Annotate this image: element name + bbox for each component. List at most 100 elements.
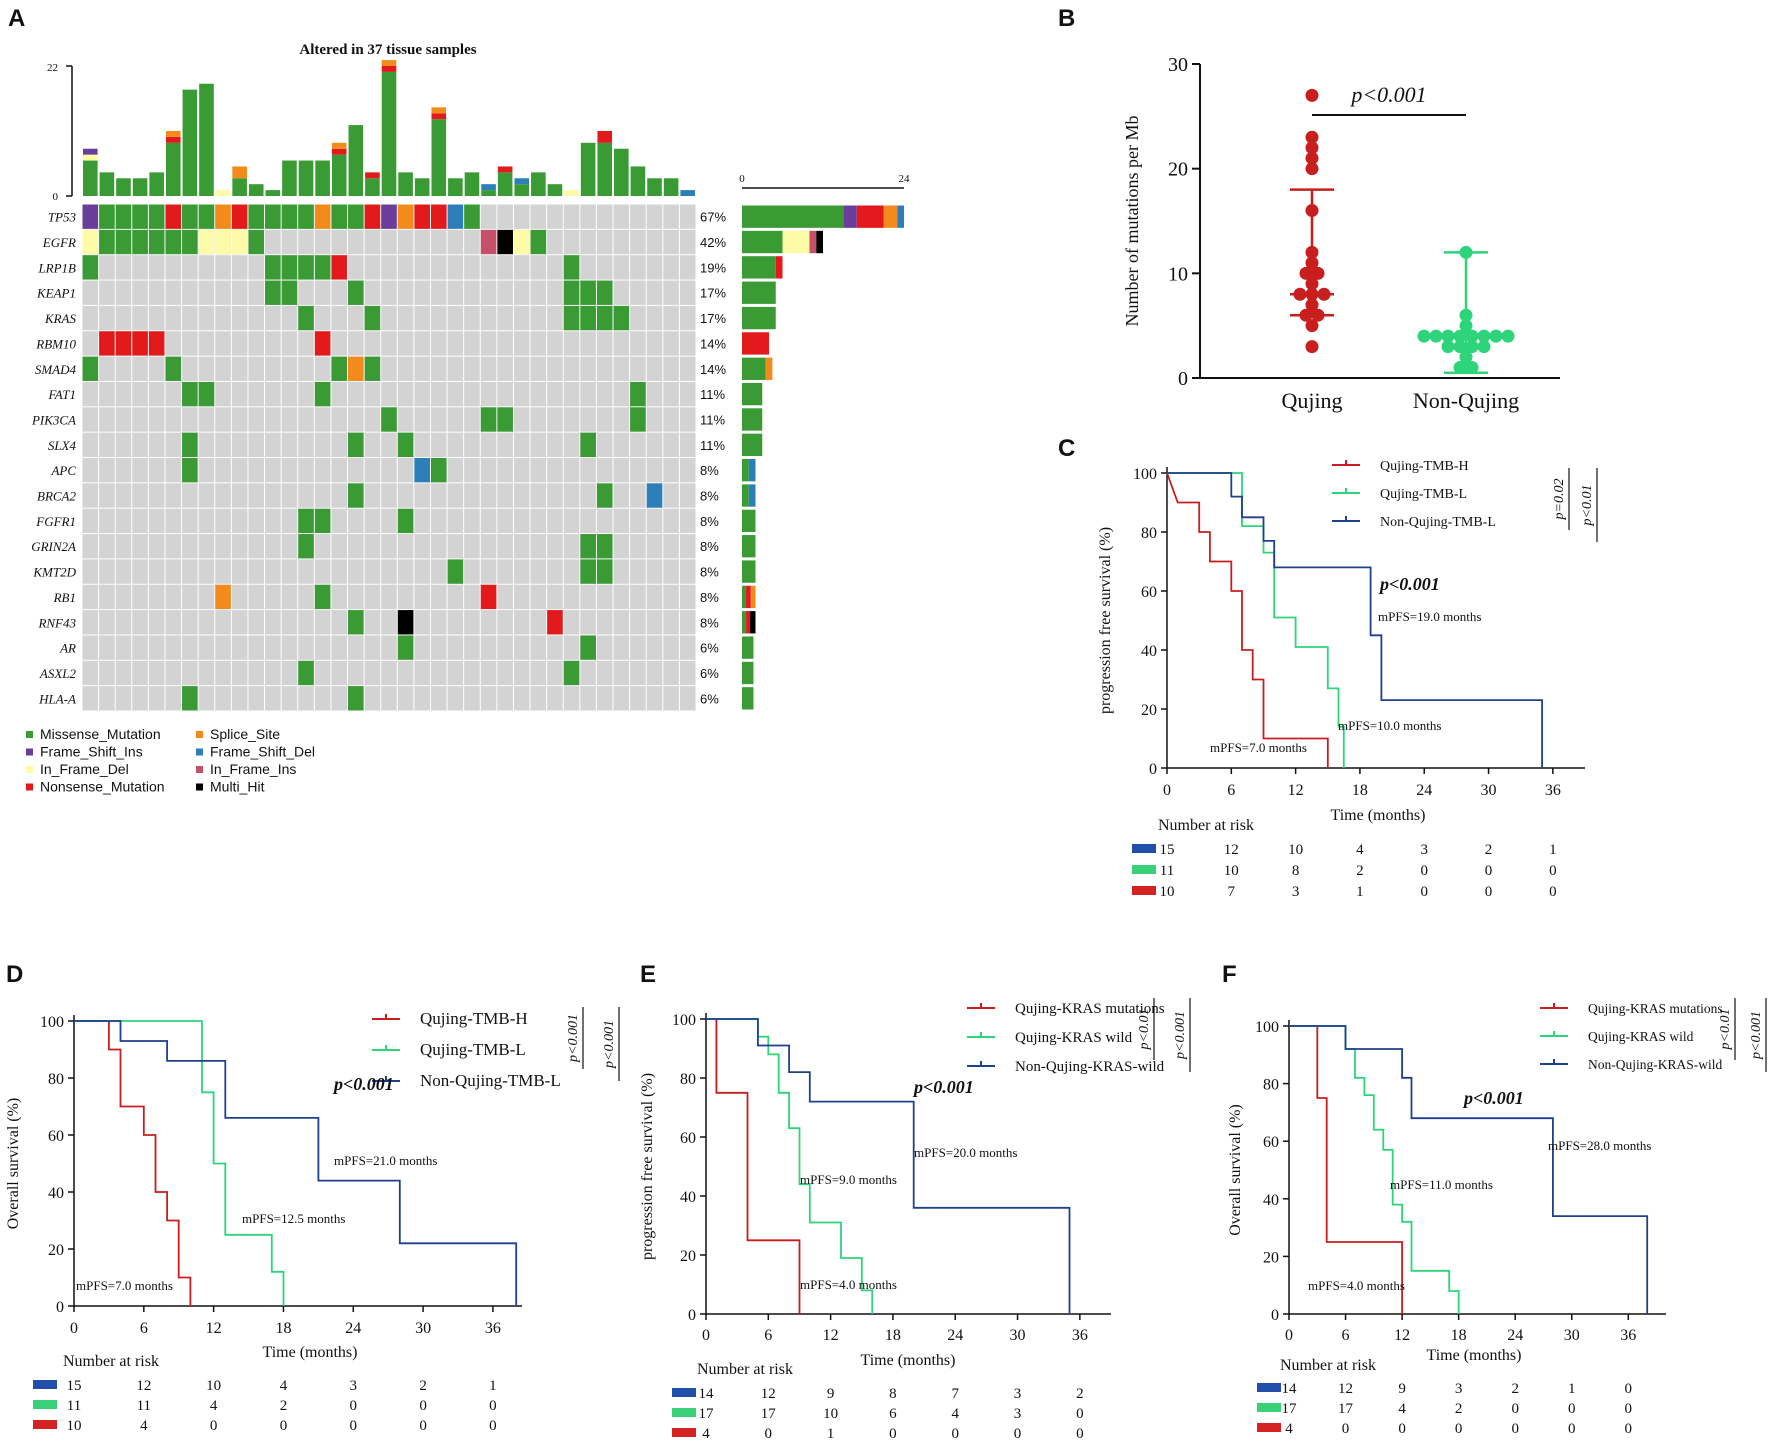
oncoplot-cell-bg: [447, 458, 464, 483]
oncoplot-cell-bg: [530, 483, 547, 508]
risk-count-C: 10: [1288, 842, 1303, 858]
tmb-bar: [348, 125, 364, 196]
gene-percent: 6%: [700, 691, 719, 706]
oncoplot-mutation-cell: [447, 559, 464, 584]
oncoplot-cell-bg: [447, 534, 464, 559]
oncoplot-mutation-cell: [364, 305, 381, 331]
oncoplot-cell-bg: [132, 559, 148, 584]
side-bar-segment: [809, 230, 817, 254]
oncoplot-cell-bg: [630, 458, 646, 483]
oncoplot-cell-bg: [580, 483, 596, 508]
risk-count-C: 10: [1224, 863, 1239, 879]
oncoplot-cell-bg: [281, 305, 298, 331]
tmb-bar: [215, 190, 231, 196]
oncoplot-cell-bg: [497, 584, 513, 610]
risk-count-D: 3: [350, 1378, 358, 1394]
tmb-bar: [597, 142, 613, 196]
oncoplot-cell-bg: [613, 508, 630, 534]
oncoplot-cell-bg: [364, 381, 381, 407]
oncoplot-cell-bg: [596, 660, 613, 686]
oncoplot-cell-bg: [115, 635, 132, 660]
oncoplot-mutation-cell: [580, 559, 596, 584]
oncoplot-cell-bg: [397, 584, 414, 610]
oncoplot-cell-bg: [480, 635, 497, 660]
oncoplot-mutation-cell: [480, 229, 497, 255]
x-category-label-B: Qujing: [1281, 388, 1342, 413]
oncoplot-cell-bg: [182, 331, 198, 356]
oncoplot-cell-bg: [198, 356, 215, 381]
oncoplot-cell-bg: [663, 660, 679, 686]
oncoplot-cell-bg: [679, 508, 696, 534]
oncoplot-mutation-cell: [115, 229, 132, 255]
data-point-B: [1441, 329, 1455, 343]
oncoplot-cell-bg: [663, 635, 679, 660]
oncoplot-mutation-cell: [314, 381, 331, 407]
oncoplot-cell-bg: [182, 483, 198, 508]
side-bar-segment: [883, 205, 898, 228]
oncoplot-cell-bg: [99, 458, 115, 483]
oncoplot-mutation-cell: [497, 229, 513, 255]
oncoplot-cell-bg: [82, 686, 99, 711]
side-bar-segment: [742, 205, 844, 228]
y-axis-label-B: Number of mutations per Mb: [1122, 116, 1142, 327]
oncoplot-cell-bg: [115, 534, 132, 559]
y-axis-label-F: Overall survival (%): [1227, 1104, 1244, 1236]
oncoplot-cell-bg: [513, 255, 530, 280]
oncoplot-mutation-cell: [182, 458, 198, 483]
oncoplot-cell-bg: [480, 280, 497, 305]
tmb-bar: [448, 178, 463, 196]
oncoplot-cell-bg: [464, 407, 480, 432]
oncoplot-cell-bg: [613, 686, 630, 711]
oncoplot-cell-bg: [364, 280, 381, 305]
oncoplot-mutation-cell: [148, 331, 165, 356]
oncoplot-cell-bg: [547, 483, 563, 508]
oncoplot-cell-bg: [265, 407, 281, 432]
oncoplot-cell-bg: [248, 407, 265, 432]
oncoplot-mutation-cell: [563, 255, 580, 280]
oncoplot-cell-bg: [414, 255, 430, 280]
oncoplot-cell-bg: [547, 508, 563, 534]
oncoplot-cell-bg: [414, 280, 430, 305]
oncoplot-cell-bg: [99, 686, 115, 711]
oncoplot-cell-bg: [99, 508, 115, 534]
oncoplot-cell-bg: [82, 483, 99, 508]
oncoplot-cell-bg: [430, 534, 447, 559]
oncoplot-mutation-cell: [364, 204, 381, 229]
gene-percent: 8%: [700, 514, 719, 529]
oncoplot-cell-bg: [547, 356, 563, 381]
oncoplot-cell-bg: [530, 584, 547, 610]
oncoplot-cell-bg: [630, 204, 646, 229]
side-bar-segment: [742, 585, 747, 609]
x-tick-label-F: 24: [1507, 1327, 1523, 1344]
oncoplot-cell-bg: [430, 660, 447, 686]
oncoplot-cell-bg: [82, 584, 99, 610]
tmb-bar: [431, 119, 447, 196]
oncoplot-cell-bg: [397, 559, 414, 584]
oncoplot-cell-bg: [265, 610, 281, 635]
tmb-bar: [580, 142, 596, 196]
oncoplot-cell-bg: [265, 534, 281, 559]
median-annotation-E: mPFS=9.0 months: [800, 1172, 897, 1187]
risk-count-E: 2: [1076, 1386, 1084, 1402]
oncoplot-cell-bg: [298, 635, 314, 660]
oncoplot-cell-bg: [165, 508, 182, 534]
risk-count-F: 0: [1398, 1421, 1406, 1437]
oncoplot-mutation-cell: [630, 381, 646, 407]
oncoplot-cell-bg: [596, 458, 613, 483]
oncoplot-cell-bg: [613, 356, 630, 381]
oncoplot-cell-bg: [646, 356, 663, 381]
y-axis-label-C: progression free survival (%): [1097, 527, 1114, 714]
oncoplot-cell-bg: [430, 559, 447, 584]
data-point-B: [1429, 329, 1443, 343]
oncoplot-cell-bg: [381, 381, 397, 407]
oncoplot-mutation-cell: [281, 255, 298, 280]
legend-label: Missense_Mutation: [40, 726, 161, 742]
legend-swatch: [26, 731, 33, 738]
gene-percent: 17%: [700, 286, 726, 301]
oncoplot-cell-bg: [596, 204, 613, 229]
oncoplot-cell-bg: [464, 686, 480, 711]
oncoplot-cell-bg: [447, 483, 464, 508]
oncoplot-mutation-cell: [265, 280, 281, 305]
oncoplot-cell-bg: [182, 610, 198, 635]
oncoplot-cell-bg: [547, 534, 563, 559]
